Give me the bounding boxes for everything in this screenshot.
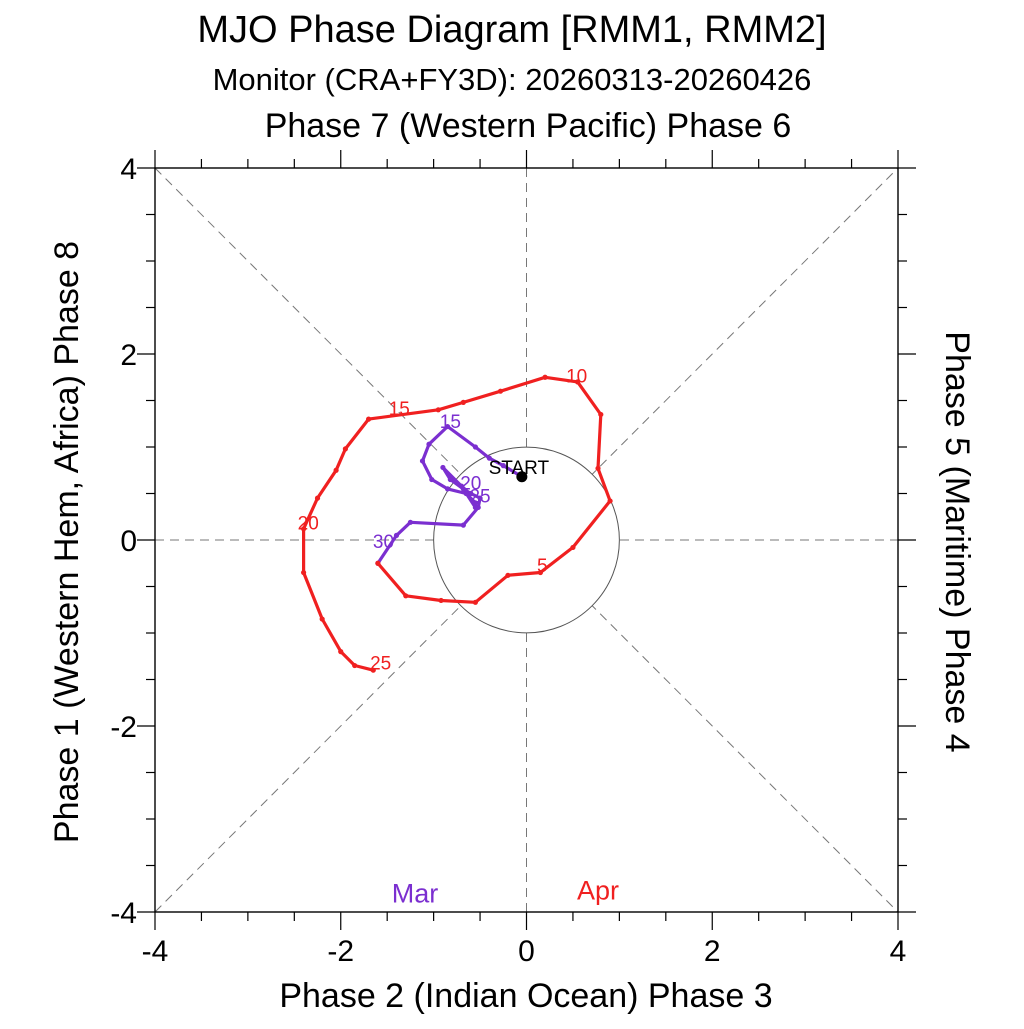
chart-subtitle: Monitor (CRA+FY3D): 20260313-20260426 bbox=[213, 62, 812, 97]
series-point-apr bbox=[542, 374, 548, 380]
day-label-apr: 15 bbox=[389, 399, 410, 420]
series-point-mar bbox=[460, 486, 466, 492]
series-point-mar bbox=[407, 519, 414, 525]
series-point-apr bbox=[352, 662, 358, 669]
series-point-apr bbox=[403, 593, 409, 599]
series-point-mar bbox=[477, 495, 483, 501]
day-label-mar: 15 bbox=[440, 412, 461, 433]
day-label-apr: 20 bbox=[298, 513, 319, 534]
y-tick-label: -4 bbox=[110, 897, 137, 930]
series-point-apr bbox=[607, 498, 613, 504]
day-label-apr: 25 bbox=[370, 654, 391, 675]
series-point-mar bbox=[475, 504, 481, 511]
series-point-mar bbox=[419, 458, 426, 464]
series-point-mar bbox=[429, 476, 435, 483]
series-point-mar bbox=[426, 441, 432, 447]
series-point-mar bbox=[472, 444, 479, 450]
series-point-apr bbox=[366, 416, 372, 422]
series-point-mar bbox=[472, 500, 479, 506]
unit-circle bbox=[433, 446, 620, 634]
series-point-mar bbox=[440, 464, 446, 471]
y-tick-label: 0 bbox=[120, 525, 137, 558]
series-point-apr bbox=[370, 667, 376, 673]
series-point-apr bbox=[342, 446, 348, 452]
start-marker bbox=[516, 471, 528, 483]
series-point-apr bbox=[570, 544, 576, 551]
series-point-mar bbox=[460, 522, 466, 528]
series-point-apr bbox=[438, 597, 444, 604]
series-point-apr bbox=[574, 379, 581, 385]
series-point-apr bbox=[537, 569, 544, 576]
day-label-mar: 20 bbox=[460, 473, 481, 494]
x-tick-label: 0 bbox=[518, 935, 535, 968]
series-point-apr bbox=[598, 411, 604, 418]
chart-title: MJO Phase Diagram [RMM1, RMM2] bbox=[197, 9, 826, 51]
x-axis-label: Phase 2 (Indian Ocean) Phase 3 bbox=[279, 977, 772, 1015]
series-point-apr bbox=[375, 560, 381, 566]
series-point-apr bbox=[338, 649, 344, 655]
day-label-apr: 10 bbox=[566, 366, 587, 387]
series-point-apr bbox=[472, 599, 479, 605]
legend-apr: Apr bbox=[577, 876, 619, 906]
series-point-mar bbox=[447, 476, 453, 483]
y-tick-label: 2 bbox=[120, 339, 137, 372]
series-point-mar bbox=[393, 532, 400, 538]
y-tick-label: 4 bbox=[120, 153, 137, 186]
series-point-mar bbox=[463, 490, 469, 497]
phase-top-label: Phase 7 (Western Pacific) Phase 6 bbox=[265, 107, 792, 145]
series-point-apr bbox=[435, 407, 441, 413]
x-tick-label: 4 bbox=[890, 935, 907, 968]
day-label-mar: 25 bbox=[469, 486, 490, 507]
y-tick-label: -2 bbox=[110, 711, 137, 744]
start-label: START bbox=[489, 458, 550, 479]
series-point-mar bbox=[486, 455, 492, 461]
legend-mar: Mar bbox=[392, 878, 439, 908]
series-point-mar bbox=[444, 423, 451, 430]
series-point-mar bbox=[468, 490, 474, 497]
series-point-apr bbox=[505, 572, 511, 578]
x-tick-label: 2 bbox=[704, 935, 721, 968]
series-point-apr bbox=[314, 495, 321, 501]
x-tick-label: -2 bbox=[327, 935, 354, 968]
y-axis-label: Phase 1 (Western Hem, Africa) Phase 8 bbox=[48, 241, 86, 843]
series-point-apr bbox=[319, 616, 325, 622]
series-point-apr bbox=[301, 569, 307, 576]
day-label-apr: 5 bbox=[537, 556, 548, 577]
series-point-mar bbox=[500, 463, 506, 469]
phase-right-label: Phase 5 (Maritime) Phase 4 bbox=[938, 331, 976, 752]
series-point-apr bbox=[301, 526, 307, 532]
x-tick-label: -4 bbox=[142, 935, 169, 968]
series-point-apr bbox=[497, 388, 504, 394]
series-point-apr bbox=[333, 467, 339, 473]
series-point-mar bbox=[444, 486, 451, 492]
series-point-apr bbox=[595, 465, 601, 471]
day-label-mar: 30 bbox=[373, 532, 394, 553]
series-point-apr bbox=[460, 399, 466, 405]
